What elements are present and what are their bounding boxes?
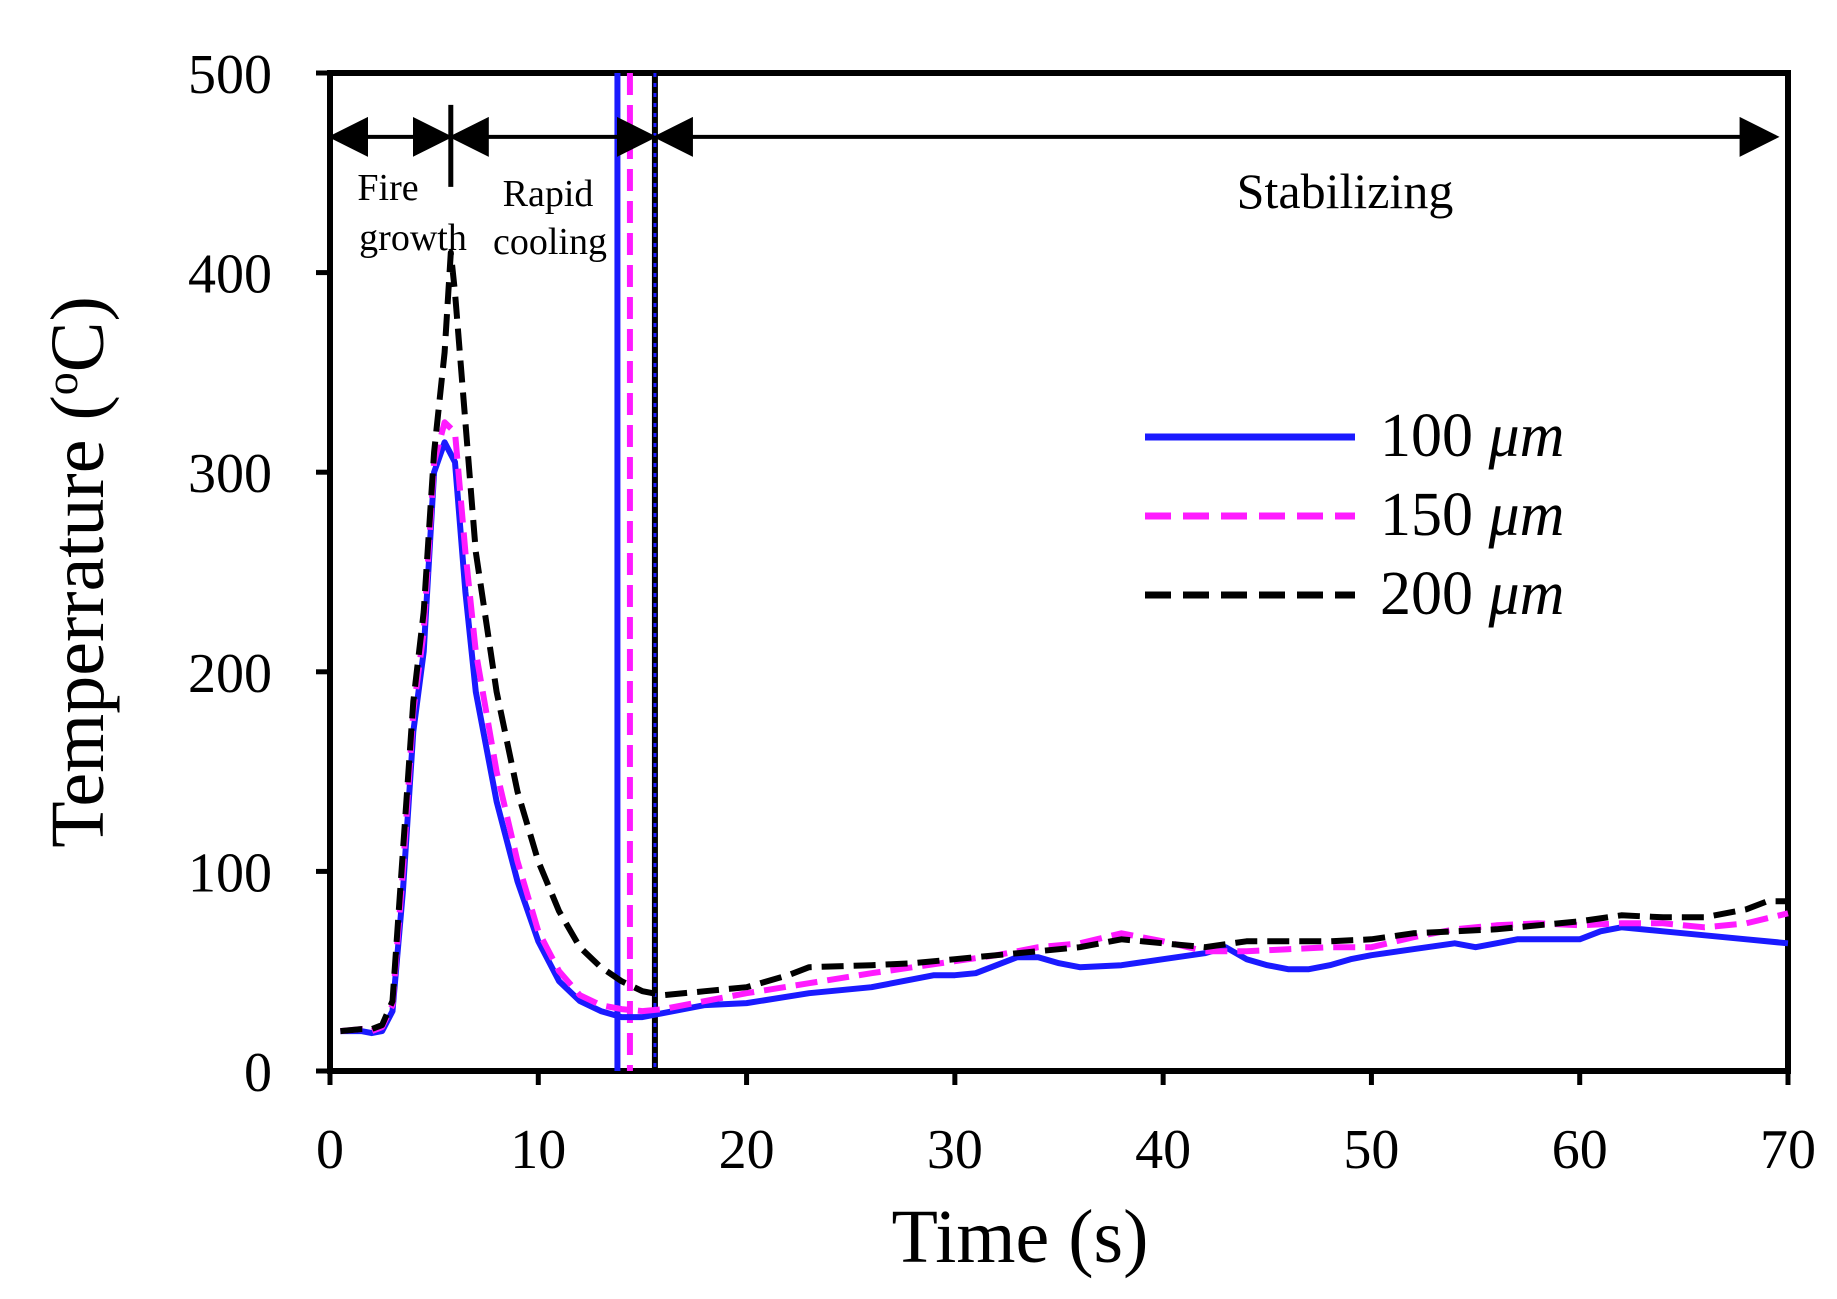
y-tick-label-5: 500	[188, 44, 272, 106]
y-tick-label-1: 100	[188, 842, 272, 904]
x-tick-label-2: 20	[719, 1119, 775, 1181]
fire-growth-label-line1: Fire	[357, 167, 418, 209]
legend-label-200: 200 μm	[1380, 560, 1564, 628]
rapid-cooling-label-line2: cooling	[493, 221, 607, 263]
y-axis-title: Temperrature (oC)	[36, 296, 120, 848]
x-tick-label-4: 40	[1135, 1119, 1191, 1181]
legend-label-100: 100 μm	[1380, 402, 1564, 470]
fire-growth-label-line2: growth	[359, 217, 467, 259]
x-tick-label-3: 30	[927, 1119, 983, 1181]
x-tick-label-1: 10	[510, 1119, 566, 1181]
legend: 100 μm 150 μm 200 μm	[1145, 402, 1564, 628]
series-layer	[340, 249, 1789, 1037]
x-axis-title: Time (s)	[892, 1195, 1149, 1279]
series-line-2	[340, 249, 1788, 1035]
plot-frame	[327, 70, 1791, 1074]
y-tick-label-3: 300	[188, 443, 272, 505]
rapid-cooling-label-line1: Rapid	[503, 173, 594, 215]
x-tick-label-6: 60	[1552, 1119, 1608, 1181]
x-tick-label-5: 50	[1343, 1119, 1399, 1181]
y-tick-label-2: 200	[188, 643, 272, 705]
series-line-0	[340, 439, 1789, 1037]
legend-label-150: 150 μm	[1380, 481, 1564, 549]
y-tick-label-0: 0	[244, 1042, 272, 1104]
x-tick-label-7: 70	[1760, 1119, 1816, 1181]
stabilizing-label: Stabilizing	[1237, 163, 1454, 219]
y-tick-label-4: 400	[188, 244, 272, 306]
x-tick-label-0: 0	[316, 1119, 344, 1181]
phase-boundary-lines	[614, 73, 658, 1071]
phase-annotations: Fire growth Rapid cooling Stabilizing	[328, 104, 1780, 263]
axis-ticks: 0 10 20 30 40 50 60 70 0 100 200 300 400 500	[188, 44, 1816, 1181]
